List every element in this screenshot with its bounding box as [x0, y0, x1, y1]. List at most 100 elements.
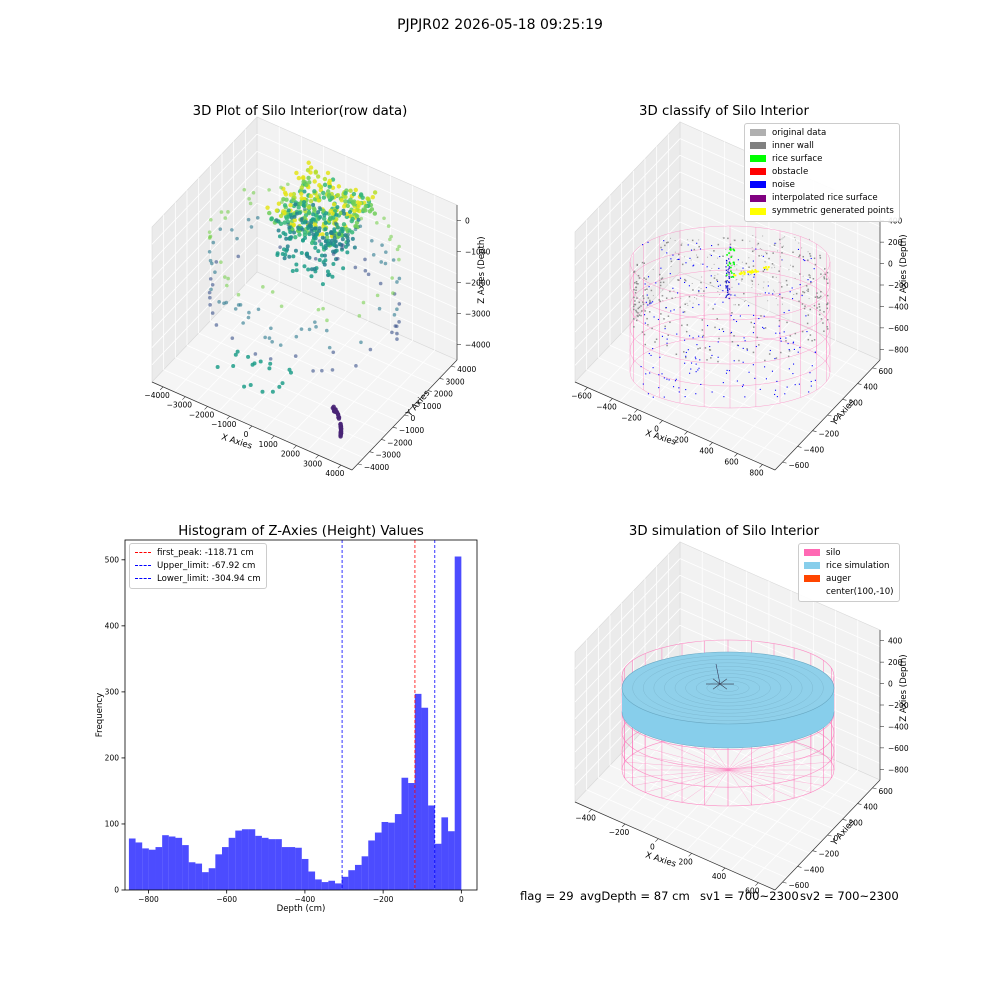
scatter-point	[246, 217, 251, 222]
axis-line	[574, 381, 776, 471]
original-point	[700, 288, 702, 290]
wall-point	[640, 305, 642, 307]
tick-label: 0	[244, 430, 249, 439]
legend-swatch	[750, 194, 766, 202]
original-point	[763, 269, 765, 271]
grid-line	[198, 332, 399, 422]
scatter-point	[307, 223, 312, 228]
legend-swatch	[135, 565, 151, 567]
grid-line	[586, 789, 787, 879]
tick-mark	[721, 867, 726, 872]
scatter-point	[382, 216, 386, 221]
grid-line	[574, 558, 681, 669]
scatter-point	[230, 336, 235, 340]
scatter-point	[207, 290, 212, 295]
legend-label: Upper_limit: -67.92 cm	[157, 560, 256, 571]
original-point	[732, 264, 734, 266]
tick-mark	[584, 387, 588, 391]
scatter-point	[395, 337, 399, 341]
noise-point	[670, 258, 672, 260]
noise-point	[710, 275, 712, 277]
tick-mark	[404, 414, 409, 417]
noise-point	[759, 388, 761, 390]
wall-point	[643, 262, 646, 264]
grid-line	[329, 349, 436, 461]
scatter-point	[327, 184, 332, 189]
symmetric-point	[748, 271, 751, 274]
scatter-point	[270, 340, 274, 344]
wall-point	[663, 318, 665, 320]
scatter-point	[327, 178, 333, 184]
noise-point	[785, 337, 787, 339]
symmetric-point	[743, 273, 746, 275]
noise-point	[684, 281, 686, 284]
noise-point	[665, 307, 667, 309]
scatter-point	[302, 189, 307, 194]
tick-label: −800	[888, 765, 909, 774]
wall-point	[669, 290, 671, 293]
noise-point	[771, 370, 774, 372]
noise-point	[661, 335, 663, 337]
noise-point	[743, 337, 745, 339]
scatter-point	[349, 218, 354, 224]
scatter-point	[218, 227, 223, 231]
noise-point	[690, 368, 692, 370]
tick-label: 0	[654, 425, 659, 434]
original-point	[741, 280, 743, 282]
wall-point	[807, 290, 809, 292]
noise-point	[722, 301, 724, 303]
scatter-point	[341, 243, 345, 247]
x-tick-label: −200	[373, 895, 394, 904]
wall-point	[756, 336, 758, 339]
wall-point	[636, 282, 638, 285]
scatter-point	[299, 250, 304, 255]
original-point	[751, 283, 753, 285]
wall-point	[802, 255, 805, 258]
noise-point	[728, 370, 730, 372]
legend-label: center(100,-10)	[826, 586, 894, 597]
wall-point	[781, 246, 783, 248]
noise-point	[792, 341, 795, 343]
legend-entry: symmetric generated points	[750, 205, 894, 218]
tick-mark	[248, 425, 253, 430]
noise-point	[642, 383, 644, 385]
histogram-bar	[321, 882, 329, 890]
scatter-point	[308, 170, 313, 175]
scatter-point	[353, 187, 358, 193]
scatter-point	[242, 187, 247, 192]
scatter-point	[313, 226, 318, 231]
legend-label: Lower_limit: -304.94 cm	[157, 573, 261, 584]
tick-label: 1000	[422, 402, 441, 411]
scatter-point	[336, 184, 342, 189]
scatter-point	[274, 218, 279, 222]
panel1-title: 3D Plot of Silo Interior(row data)	[192, 104, 408, 119]
histogram-bar	[388, 822, 395, 890]
original-point	[662, 289, 664, 291]
original-point	[725, 275, 727, 277]
scatter-point	[339, 198, 344, 203]
scatter-point	[312, 267, 317, 272]
symmetric-point	[733, 274, 735, 276]
noise-point	[678, 391, 680, 393]
legend-entry: inner wall	[750, 139, 894, 152]
tick-label: 200	[888, 658, 903, 667]
center-crease	[719, 683, 728, 690]
tick-mark	[315, 455, 319, 459]
noise-point	[774, 393, 776, 396]
histogram-bar	[434, 843, 442, 890]
wall-point	[642, 295, 644, 297]
histogram-bar	[301, 858, 309, 890]
noise-point	[799, 284, 801, 286]
histogram-bar	[354, 864, 362, 890]
wall-point	[807, 288, 809, 291]
grid-line	[574, 591, 681, 703]
wall-point	[771, 263, 774, 265]
tick-label: 0	[888, 680, 893, 689]
wall-point	[698, 245, 700, 248]
wall-point	[659, 273, 661, 276]
histogram-bar	[308, 871, 316, 890]
wall-point	[633, 308, 635, 311]
wall-point	[723, 237, 725, 239]
histogram-bar	[175, 837, 183, 890]
